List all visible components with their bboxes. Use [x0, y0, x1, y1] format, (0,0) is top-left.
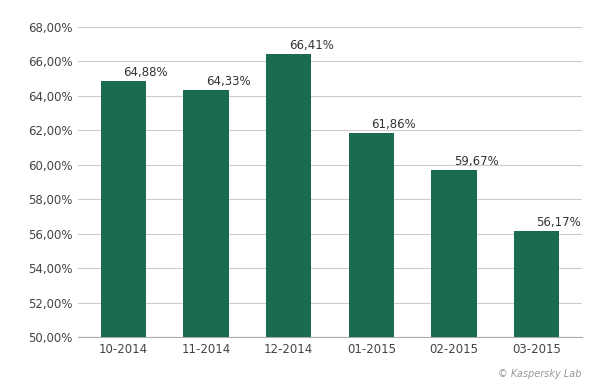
Bar — [266, 54, 311, 383]
Bar — [349, 133, 394, 383]
Text: © Kaspersky Lab: © Kaspersky Lab — [499, 369, 582, 379]
Bar — [431, 170, 476, 383]
Text: 64,33%: 64,33% — [206, 75, 251, 88]
Text: 66,41%: 66,41% — [289, 39, 334, 52]
Text: 56,17%: 56,17% — [536, 216, 581, 229]
Text: 64,88%: 64,88% — [124, 65, 168, 79]
Text: 61,86%: 61,86% — [371, 118, 416, 131]
Text: 59,67%: 59,67% — [454, 155, 499, 168]
Bar — [184, 90, 229, 383]
Bar — [101, 80, 146, 383]
Bar — [514, 231, 559, 383]
